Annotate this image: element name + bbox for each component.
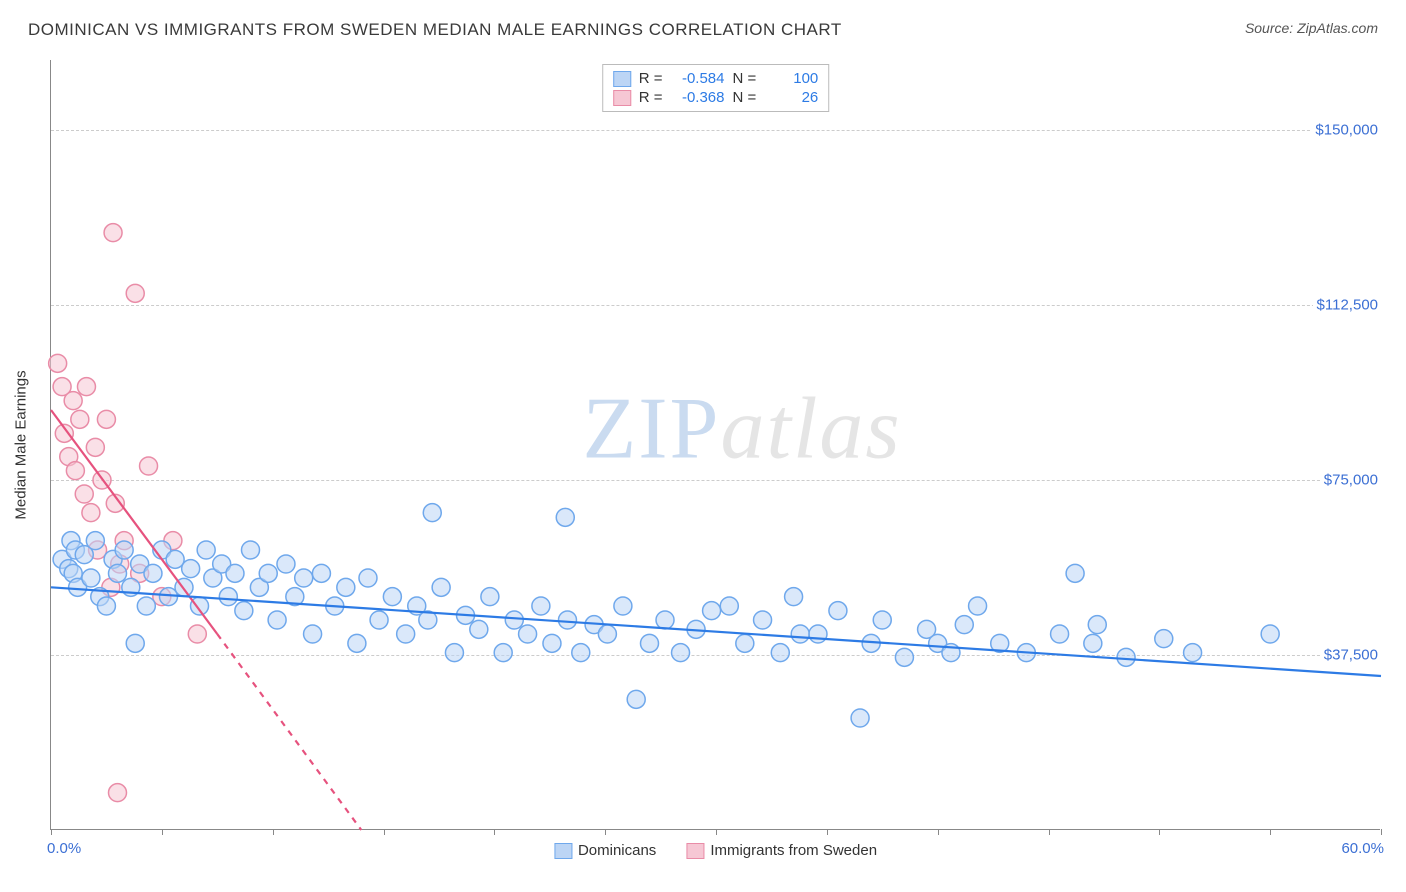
correlation-stats-box: R = -0.584 N = 100 R = -0.368 N = 26 (602, 64, 830, 112)
scatter-svg (51, 60, 1380, 829)
chart-plot-area: ZIPatlas Median Male Earnings $37,500$75… (50, 60, 1380, 830)
stats-row: R = -0.368 N = 26 (613, 88, 819, 107)
x-axis-min-label: 0.0% (47, 840, 81, 857)
r-value: -0.584 (671, 70, 725, 87)
chart-header: DOMINICAN VS IMMIGRANTS FROM SWEDEN MEDI… (0, 0, 1406, 48)
stats-swatch-pink (613, 90, 631, 106)
legend-item: Immigrants from Sweden (686, 842, 877, 859)
y-axis-title: Median Male Earnings (13, 370, 30, 519)
legend-label: Dominicans (578, 842, 656, 859)
stats-row: R = -0.584 N = 100 (613, 69, 819, 88)
source-attribution: Source: ZipAtlas.com (1245, 20, 1378, 36)
chart-title: DOMINICAN VS IMMIGRANTS FROM SWEDEN MEDI… (28, 20, 842, 40)
source-prefix: Source: (1245, 20, 1297, 36)
n-label: N = (733, 70, 757, 87)
legend-item: Dominicans (554, 842, 656, 859)
legend-label: Immigrants from Sweden (710, 842, 877, 859)
n-label: N = (733, 89, 757, 106)
n-value: 100 (764, 70, 818, 87)
r-label: R = (639, 89, 663, 106)
legend-swatch-blue (554, 843, 572, 859)
legend-swatch-pink (686, 843, 704, 859)
stats-swatch-blue (613, 71, 631, 87)
n-value: 26 (764, 89, 818, 106)
bottom-legend: Dominicans Immigrants from Sweden (554, 842, 877, 859)
source-name: ZipAtlas.com (1297, 20, 1378, 36)
r-value: -0.368 (671, 89, 725, 106)
r-label: R = (639, 70, 663, 87)
x-axis-max-label: 60.0% (1341, 840, 1384, 857)
